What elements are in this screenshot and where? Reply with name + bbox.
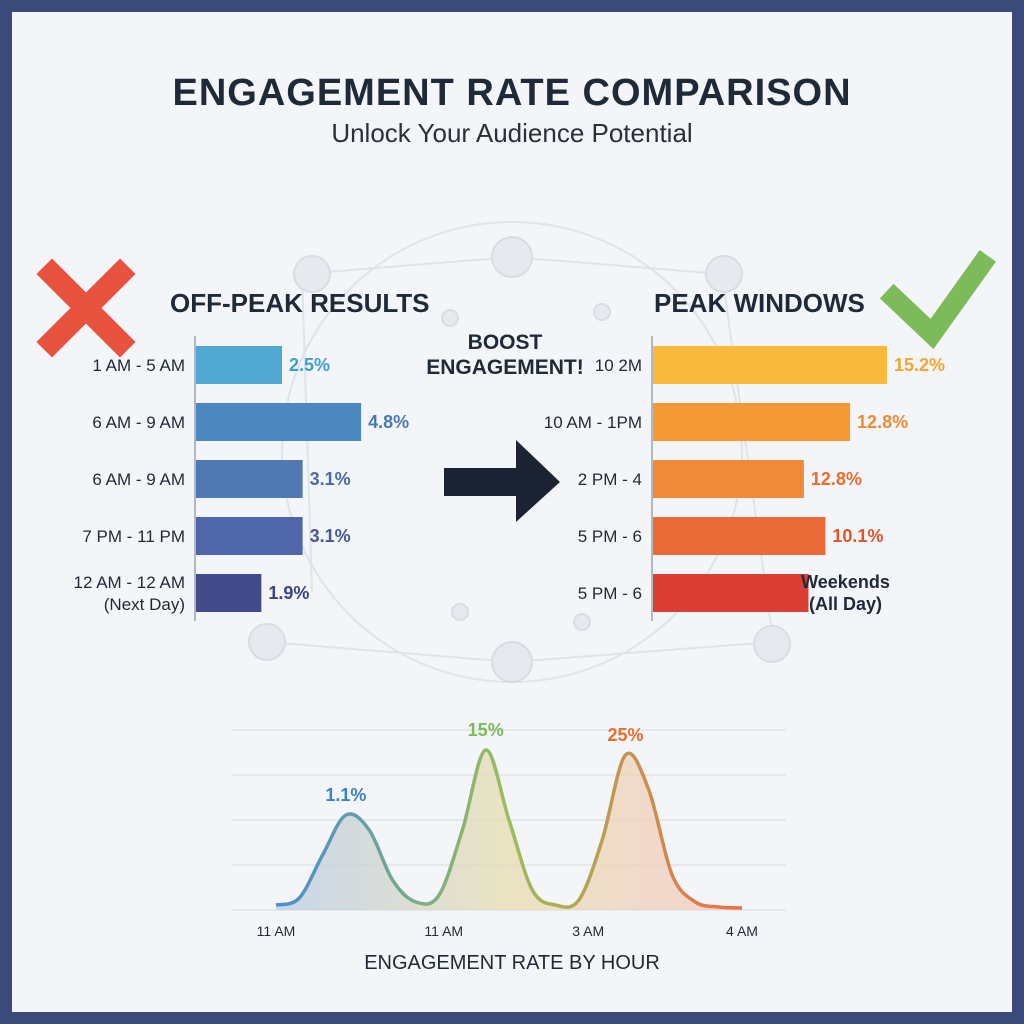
off-peak-bar-chart: 1 AM - 5 AM 2.5% 6 AM - 9 AM 4.8% 6 AM - 9 A… — [74, 336, 409, 621]
infographic: ENGAGEMENT RATE COMPARISON Unlock Your A… — [12, 12, 1012, 1012]
arrow-right-icon — [444, 440, 560, 522]
curve-x-tick-label: 11 AM — [424, 923, 463, 939]
peak-value-label: 15.2% — [894, 355, 945, 375]
peak-value-label: 12.8% — [857, 412, 908, 432]
peak-bar — [653, 574, 809, 612]
check-icon — [879, 250, 996, 350]
peak-title: PEAK WINDOWS — [654, 288, 865, 318]
peak-value-label: 10.1% — [832, 526, 883, 546]
off-peak-category-label: 6 AM - 9 AM — [92, 413, 185, 432]
boost-callout: BOOST ENGAGEMENT! — [420, 330, 590, 380]
curve-x-tick-label: 11 AM — [257, 923, 296, 939]
curve-peak-label: 25% — [607, 725, 643, 745]
peak-bar — [653, 403, 851, 441]
off-peak-bar — [196, 574, 262, 612]
peak-value-label: 12.8% — [811, 469, 862, 489]
off-peak-bar — [196, 346, 282, 384]
off-peak-value-label: 3.1% — [310, 469, 351, 489]
off-peak-category-label: 12 AM - 12 AM (Next Day) — [74, 573, 186, 614]
page-subtitle: Unlock Your Audience Potential — [331, 118, 693, 148]
off-peak-value-label: 4.8% — [368, 412, 409, 432]
off-peak-category-label: 1 AM - 5 AM — [92, 356, 185, 375]
off-peak-title: OFF-PEAK RESULTS — [170, 288, 430, 318]
icons-layer — [36, 250, 996, 522]
peak-value-label: Weekends (All Day) — [801, 572, 890, 614]
curve-line — [275, 748, 743, 910]
network-background — [248, 221, 791, 683]
curve-x-tick-label: 4 AM — [726, 923, 758, 939]
curve-x-axis-label: ENGAGEMENT RATE BY HOUR — [364, 952, 660, 974]
curve-x-tick-label: 3 AM — [572, 923, 604, 939]
peak-bar — [653, 517, 826, 555]
peak-bar — [653, 346, 887, 384]
page-title: ENGAGEMENT RATE COMPARISON — [172, 72, 852, 114]
off-peak-bar — [196, 403, 362, 441]
off-peak-value-label: 1.9% — [268, 583, 309, 603]
boost-line-1: BOOST — [467, 331, 543, 354]
peak-category-label: 10 2M — [595, 356, 642, 375]
peak-category-label: 5 PM - 6 — [578, 584, 642, 603]
peak-category-label: 5 PM - 6 — [578, 527, 642, 546]
peak-category-label: 10 AM - 1PM — [544, 413, 642, 432]
off-peak-category-label: 7 PM - 11 PM — [82, 527, 185, 546]
curve-peak-label: 15% — [468, 720, 504, 740]
off-peak-value-label: 3.1% — [310, 526, 351, 546]
engagement-curve-chart: 1.1% 15% 25% 11 AM 11 AM 3 AM 4 AM — [232, 720, 786, 939]
peak-bar-chart: 10 2M 15.2% 10 AM - 1PM 12.8% 2 PM - 4 12.8% 5… — [544, 336, 945, 621]
cross-icon — [36, 258, 136, 358]
boost-line-2: ENGAGEMENT! — [426, 356, 584, 380]
off-peak-value-label: 2.5% — [289, 355, 330, 375]
off-peak-category-label: 6 AM - 9 AM — [92, 470, 185, 489]
off-peak-bar — [196, 517, 303, 555]
off-peak-bar — [196, 460, 303, 498]
peak-bar — [653, 460, 804, 498]
curve-area — [276, 749, 742, 910]
peak-category-label: 2 PM - 4 — [578, 470, 642, 489]
curve-peak-label: 1.1% — [325, 785, 366, 805]
